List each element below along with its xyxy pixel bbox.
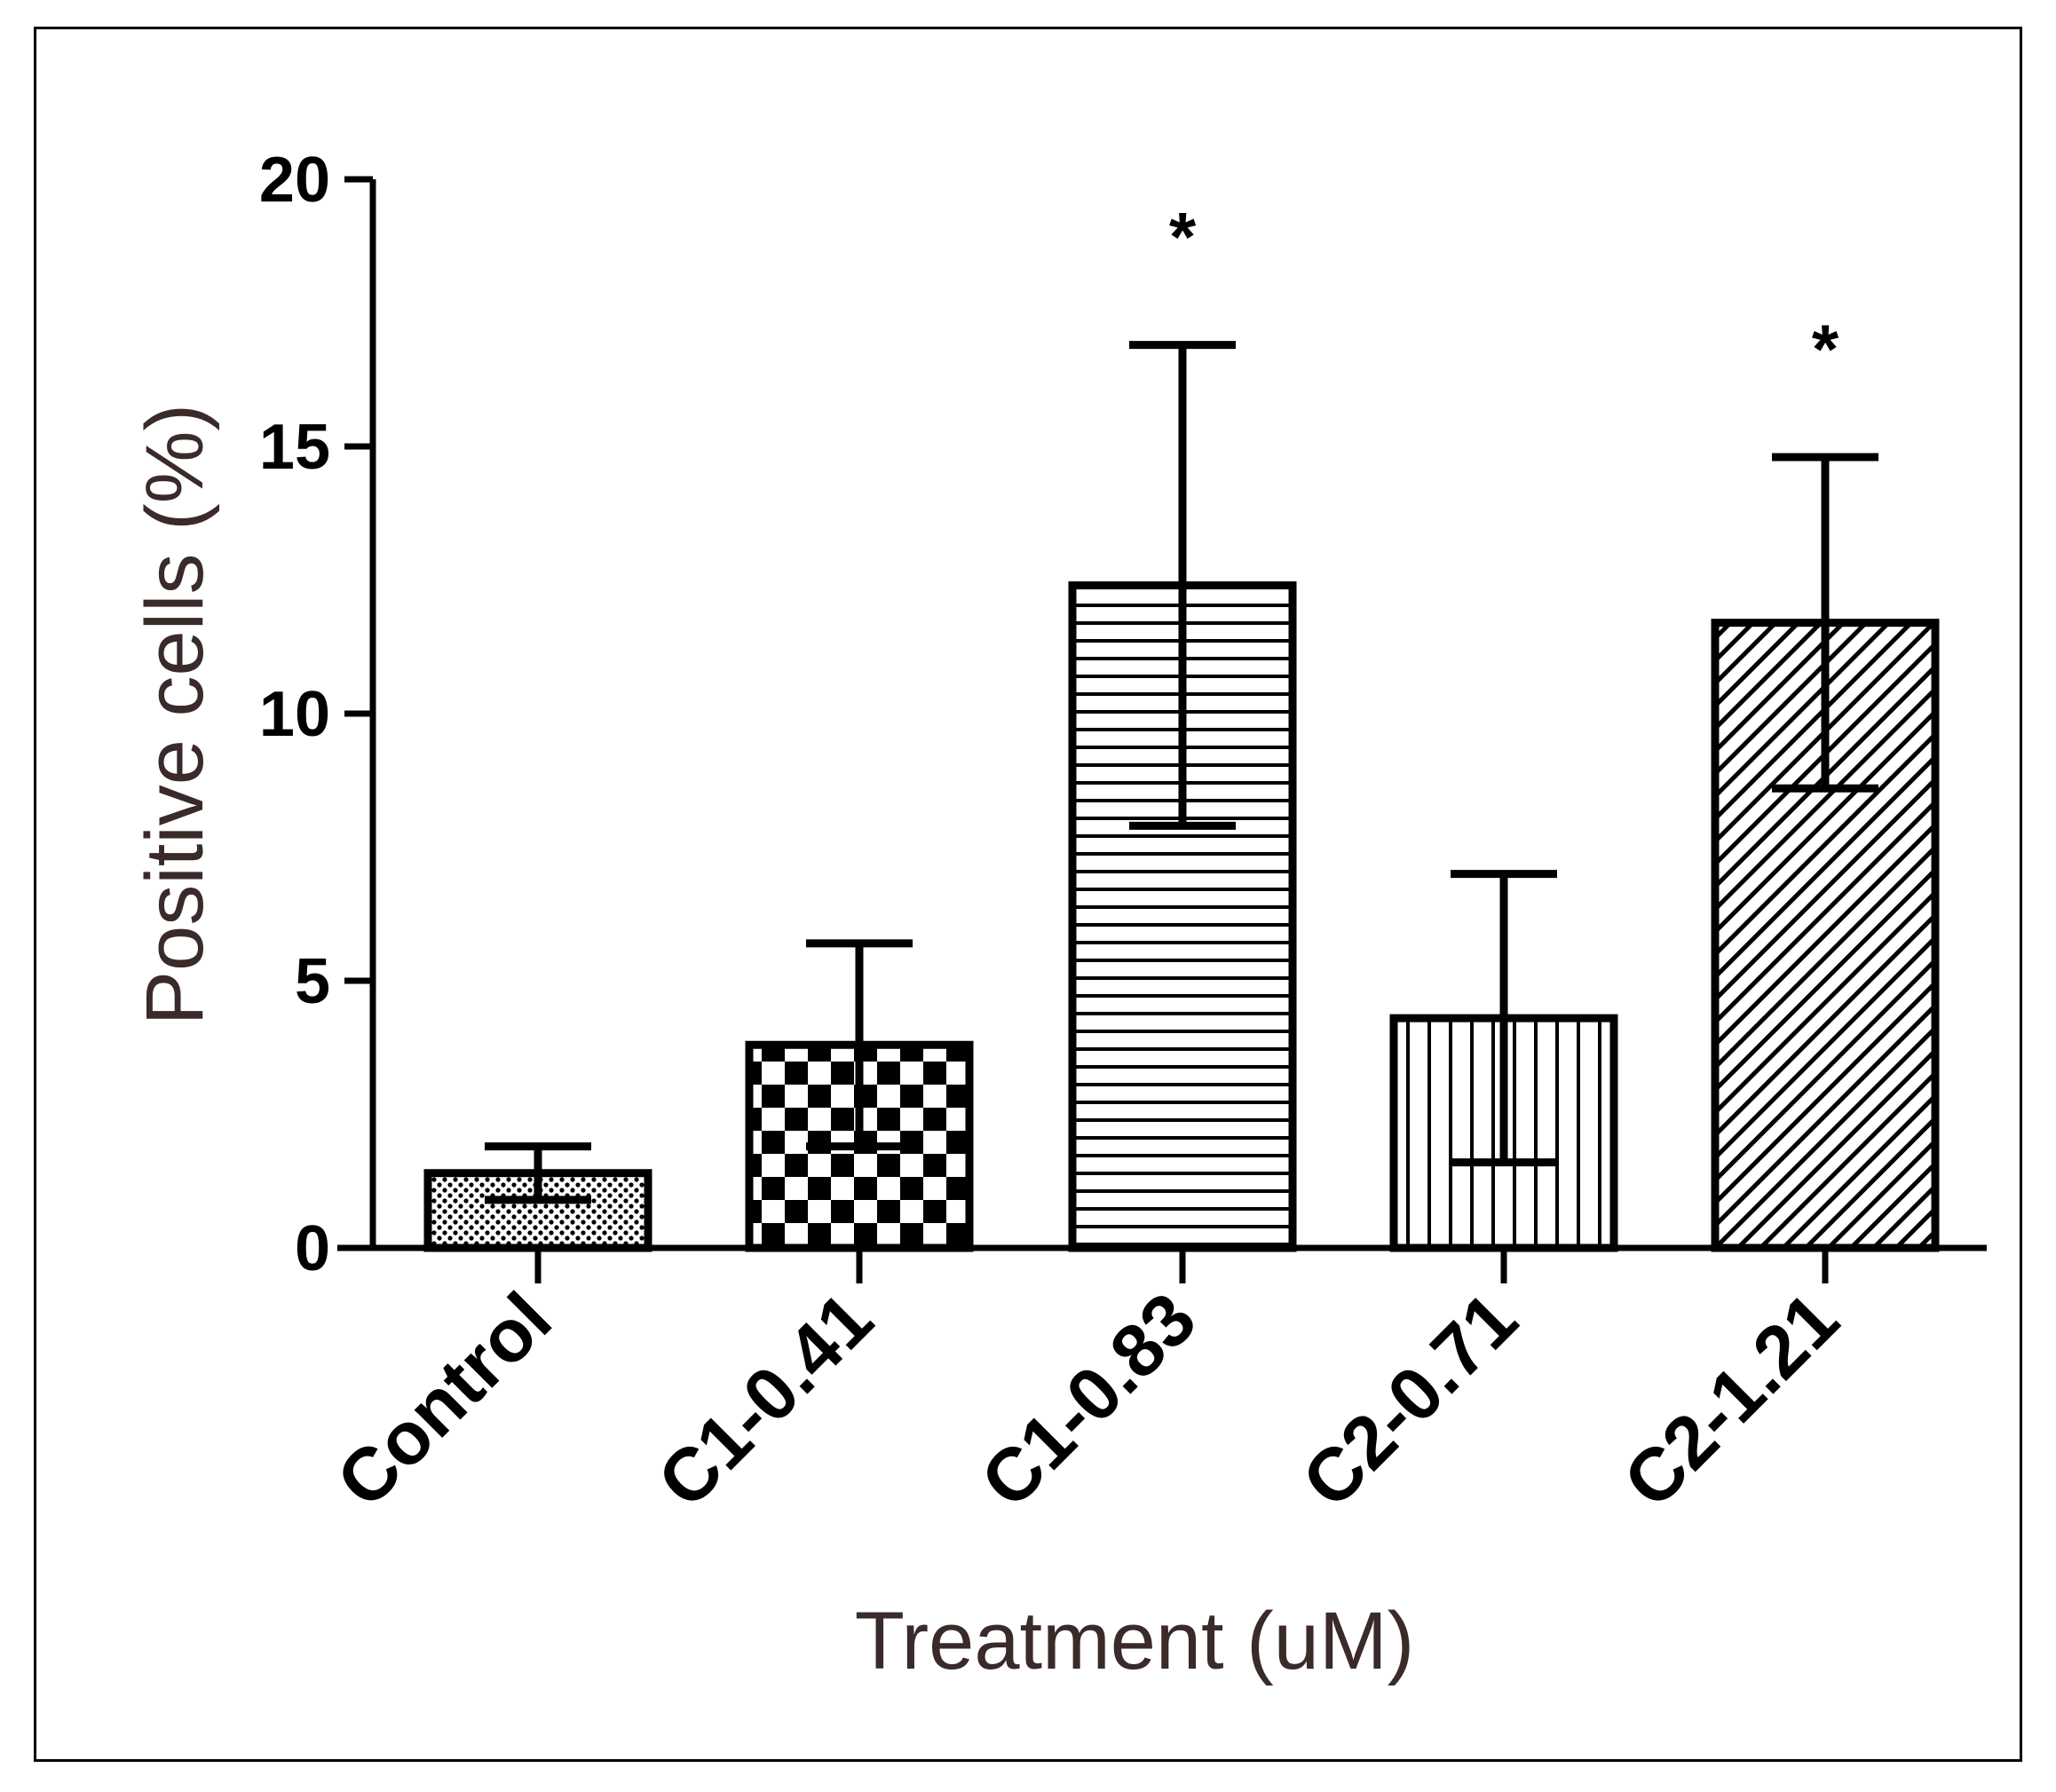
y-axis-title: Positive cells (%) [130,404,220,1025]
significance-markers: ** [1169,198,1839,388]
x-tick-label: C2-0.71 [1286,1276,1533,1523]
x-axis-title: Treatment (uM) [855,1596,1414,1686]
y-tick-label: 0 [295,1213,330,1284]
y-ticks: 0 5 10 15 20 [259,145,373,1284]
significance-asterisk: * [1812,310,1839,388]
y-tick-label: 20 [259,145,330,216]
x-tick-label: Control [320,1276,567,1523]
y-tick-label: 5 [295,946,330,1017]
bar-c1-0.83 [1068,581,1297,1252]
x-tick-label: C1-0.83 [965,1276,1212,1523]
x-ticks: Control C1-0.41 C1-0.83 C2-0.71 C2-1.21 [320,1248,1854,1523]
x-tick-label: C2-1.21 [1608,1276,1854,1523]
significance-asterisk: * [1169,198,1197,276]
y-tick-label: 10 [259,679,330,750]
y-tick-label: 15 [259,412,330,483]
x-tick-label: C1-0.41 [642,1276,889,1523]
chart-frame [34,27,2022,1762]
error-bars [485,341,1878,1204]
